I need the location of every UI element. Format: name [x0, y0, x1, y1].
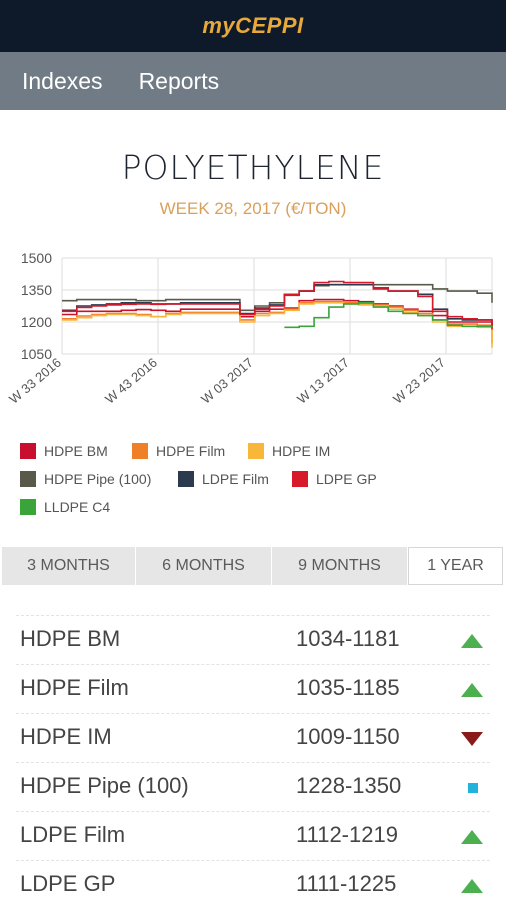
nav-item-indexes[interactable]: Indexes: [22, 67, 103, 94]
range-tab-3-months[interactable]: 3 MONTHS: [2, 547, 136, 585]
price-chart: 1050 1200 1350 1500 W 33 2016 W 43 2016 W 03 2…: [6, 250, 493, 407]
y-tick-label: 1500: [21, 250, 52, 266]
series-line-ldpe-gp: [62, 280, 493, 330]
price-row[interactable]: LDPE GP 1111-1225: [16, 860, 490, 900]
x-tick-label: W 03 2017: [198, 355, 256, 407]
price-name: HDPE IM: [20, 724, 112, 749]
price-row[interactable]: HDPE Film 1035-1185: [16, 664, 490, 713]
x-tick-label: W 23 2017: [390, 355, 448, 407]
range-tab-6-months[interactable]: 6 MONTHS: [136, 547, 272, 585]
price-range: 1034-1181: [296, 626, 400, 651]
legend-label: HDPE Film: [156, 443, 226, 459]
legend-swatch: [20, 499, 36, 515]
price-row[interactable]: HDPE IM 1009-1150: [16, 713, 490, 762]
range-tab-9-months[interactable]: 9 MONTHS: [272, 547, 408, 585]
legend-item: HDPE Film: [132, 441, 225, 461]
app-title: myCEPPI: [202, 13, 304, 38]
y-tick-label: 1050: [21, 346, 52, 362]
price-list: HDPE BM 1034-1181 HDPE Film 1035-1185 HDPE I…: [0, 615, 506, 900]
legend-label: HDPE IM: [272, 443, 331, 459]
legend-swatch: [292, 471, 308, 487]
x-tick-label: W 43 2016: [102, 355, 160, 407]
legend-item: LDPE Film: [178, 469, 269, 489]
price-range: 1228-1350: [296, 773, 402, 798]
legend-item: HDPE IM: [248, 441, 330, 461]
series-line-lldpe-c4: [284, 302, 493, 329]
legend-label: LDPE Film: [202, 471, 269, 487]
trend-up-icon: [461, 683, 483, 697]
price-name: HDPE BM: [20, 626, 121, 651]
x-tick-label: W 13 2017: [294, 355, 352, 407]
trend-flat-icon: [468, 783, 478, 793]
trend-down-icon: [461, 732, 483, 746]
legend-item: HDPE BM: [20, 441, 108, 461]
price-name: HDPE Pipe (100): [20, 773, 189, 798]
legend-label: HDPE Pipe (100): [44, 471, 152, 487]
price-name: LDPE Film: [20, 822, 126, 847]
range-tab-1-year[interactable]: 1 YEAR: [408, 547, 503, 585]
app-bar: myCEPPI: [0, 0, 506, 52]
price-name: HDPE Film: [20, 675, 129, 700]
price-range: 1009-1150: [296, 724, 400, 749]
y-tick-label: 1350: [21, 282, 52, 298]
nav-bar: Indexes Reports: [0, 52, 506, 110]
legend-swatch: [248, 443, 264, 459]
y-tick-label: 1200: [21, 314, 52, 330]
legend-swatch: [132, 443, 148, 459]
legend-label: LDPE GP: [316, 471, 377, 487]
price-range: 1035-1185: [296, 675, 400, 700]
legend-label: HDPE BM: [44, 443, 108, 459]
price-row[interactable]: LDPE Film 1112-1219: [16, 811, 490, 860]
price-row[interactable]: HDPE BM 1034-1181: [16, 615, 490, 664]
price-range: 1112-1219: [296, 822, 398, 847]
legend-swatch: [20, 471, 36, 487]
page-title: POLYETHYLENE: [121, 148, 385, 187]
nav-item-reports[interactable]: Reports: [138, 67, 220, 94]
legend-item: LDPE GP: [292, 469, 377, 489]
price-range: 1111-1225: [296, 871, 397, 896]
legend-item: LLDPE C4: [20, 497, 110, 517]
trend-up-icon: [461, 634, 483, 648]
legend-swatch: [20, 443, 36, 459]
range-tabs: 3 MONTHS 6 MONTHS 9 MONTHS 1 YEAR: [2, 547, 505, 585]
trend-up-icon: [461, 879, 483, 893]
trend-up-icon: [461, 830, 483, 844]
legend-label: LLDPE C4: [44, 499, 111, 515]
price-name: LDPE GP: [20, 871, 116, 896]
legend-item: HDPE Pipe (100): [20, 469, 151, 489]
page-subtitle: WEEK 28, 2017 (€/TON): [159, 199, 347, 218]
x-tick-label: W 33 2016: [6, 355, 64, 407]
price-row[interactable]: HDPE Pipe (100) 1228-1350: [16, 762, 490, 811]
legend-swatch: [178, 471, 194, 487]
